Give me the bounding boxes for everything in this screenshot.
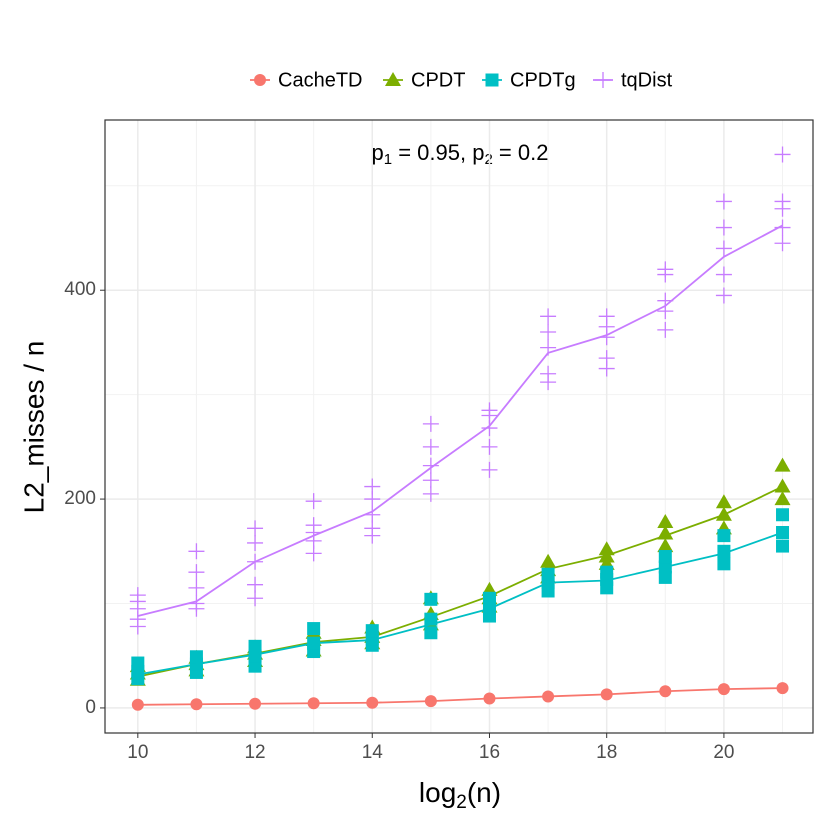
plot-border — [104, 119, 814, 734]
point — [248, 659, 262, 673]
point — [482, 591, 496, 605]
point — [188, 579, 205, 596]
legend-label: tqDist — [621, 69, 673, 91]
point — [657, 321, 674, 338]
point — [598, 350, 615, 367]
point — [715, 287, 732, 304]
x-tick-label: 14 — [362, 742, 384, 763]
legend-label: CPDT — [411, 69, 465, 91]
legend-marker — [595, 72, 611, 88]
point — [189, 650, 203, 664]
series-line — [137, 687, 783, 706]
point — [715, 240, 732, 257]
point — [715, 494, 732, 509]
point — [481, 461, 498, 478]
point — [247, 520, 264, 537]
point — [248, 639, 262, 653]
legend-item: tqDist — [593, 69, 673, 91]
point — [305, 517, 322, 534]
annotation-part: 1 — [384, 151, 392, 168]
legend-item: CPDT — [383, 69, 465, 91]
y-tick-label: 400 — [64, 279, 96, 300]
point — [422, 438, 439, 455]
annotation: p1 = 0.95, p2 = 0.2 — [372, 140, 549, 168]
x-label-part: log — [419, 777, 456, 808]
x-tick-label: 16 — [479, 742, 500, 763]
x-axis-label: log2(n) — [419, 777, 501, 813]
point — [422, 472, 439, 489]
point — [364, 478, 381, 495]
point — [131, 656, 145, 670]
point — [715, 266, 732, 283]
point — [247, 576, 264, 593]
legend-marker — [485, 73, 499, 87]
point — [247, 590, 264, 607]
point — [717, 557, 731, 571]
point — [774, 235, 791, 252]
y-tick-label: 200 — [64, 488, 96, 509]
point — [540, 323, 557, 340]
point — [424, 612, 438, 626]
point — [188, 543, 205, 560]
y-axis-label: L2_misses / n — [18, 341, 49, 514]
point — [657, 514, 674, 529]
x-tick-label: 20 — [713, 742, 734, 763]
x-tick-label: 18 — [596, 742, 617, 763]
point — [717, 529, 731, 543]
legend-marker — [254, 74, 266, 86]
point — [540, 365, 557, 382]
x-label-part: (n) — [467, 777, 501, 808]
point — [424, 592, 438, 606]
legend-item: CacheTD — [250, 69, 362, 91]
legend-label: CPDTg — [510, 69, 576, 91]
point — [774, 193, 791, 210]
point — [598, 541, 615, 556]
point — [715, 193, 732, 210]
point — [188, 564, 205, 581]
point — [658, 550, 672, 564]
point — [541, 567, 555, 581]
point — [540, 553, 557, 568]
point — [715, 506, 732, 521]
point — [424, 626, 438, 640]
point — [774, 146, 791, 163]
point — [365, 624, 379, 638]
point — [364, 520, 381, 537]
point — [481, 402, 498, 419]
point — [540, 308, 557, 325]
annotation-part: = 0.95, p — [392, 140, 484, 165]
point — [129, 587, 146, 604]
point — [774, 457, 791, 472]
point — [658, 570, 672, 584]
point — [422, 485, 439, 502]
annotation-part: 2 — [484, 151, 492, 168]
annotation-part: = 0.2 — [493, 140, 549, 165]
legend-label: CacheTD — [278, 69, 362, 91]
point — [481, 438, 498, 455]
point — [307, 622, 321, 636]
point — [600, 565, 614, 579]
point — [776, 508, 790, 522]
point — [774, 491, 791, 506]
legend-marker — [385, 72, 401, 86]
legend-item: CPDTg — [482, 69, 576, 91]
series-line — [137, 224, 783, 617]
y-tick-label: 0 — [85, 697, 96, 718]
point — [715, 219, 732, 236]
point — [776, 539, 790, 553]
point — [305, 493, 322, 510]
annotation-part: p — [372, 140, 384, 165]
x-tick-label: 10 — [127, 742, 148, 763]
point — [247, 534, 264, 551]
series-line — [137, 531, 783, 676]
x-label-part: 2 — [456, 792, 467, 813]
point — [598, 308, 615, 325]
point — [422, 415, 439, 432]
x-tick-label: 12 — [244, 742, 265, 763]
point — [422, 457, 439, 474]
point — [657, 261, 674, 278]
point — [657, 538, 674, 553]
